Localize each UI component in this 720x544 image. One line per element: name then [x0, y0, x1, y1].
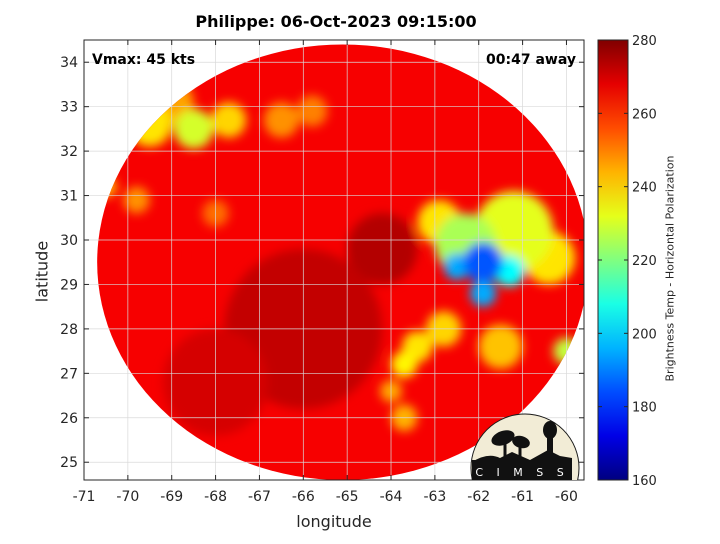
y-tick-label: 29 [60, 277, 78, 293]
logo-satellite-dish [512, 435, 530, 449]
bt-cell-clear-air [347, 213, 418, 285]
colorbar-tick-label: 180 [632, 401, 657, 416]
bt-cell-outer-band [478, 324, 523, 369]
y-tick-label: 34 [60, 55, 78, 71]
x-tick-label: -67 [248, 489, 271, 505]
x-tick-label: -60 [555, 489, 578, 505]
colorbar-tick-label: 280 [632, 34, 657, 49]
x-tick-label: -65 [336, 489, 359, 505]
feature-layer [97, 80, 580, 436]
colorbar-ticks: 160 180 200 220 240 260 280 [632, 34, 657, 489]
bt-cell-storm-core [469, 280, 497, 307]
x-tick-label: -66 [292, 489, 315, 505]
axes-frame [83, 39, 585, 481]
colorbar-tick-label: 260 [632, 107, 657, 122]
x-tick-label: -61 [511, 489, 534, 505]
x-axis-label: longitude [296, 512, 372, 531]
tick-labels: -71 -70 -69 -68 -67 -66 -65 -64 -63 -62 -61 -60 25 26… [60, 55, 578, 505]
logo-text: C I M S S [475, 466, 568, 479]
logo-tower-leg [547, 438, 553, 460]
chart-title: Philippe: 06-Oct-2023 09:15:00 [195, 12, 477, 31]
x-tick-label: -68 [204, 489, 227, 505]
y-tick-label: 28 [60, 322, 78, 338]
y-tick-label: 25 [60, 455, 78, 471]
y-tick-label: 33 [60, 100, 78, 116]
time-away-annotation: 00:47 away [486, 52, 576, 68]
swath-group [97, 44, 584, 480]
colorbar-tick-label: 220 [632, 254, 657, 269]
bt-cell-northern-band [263, 102, 299, 138]
x-tick-label: -71 [73, 489, 96, 505]
bt-cell-northern-band [296, 95, 328, 127]
y-axis-label: latitude [32, 240, 52, 303]
bt-cell-storm-core [443, 253, 470, 280]
colorbar-label: Brightness Temp - Horizontal Polarizatio… [663, 155, 677, 382]
logo-satellite-dish [491, 430, 515, 446]
logo-water-tower [543, 421, 557, 439]
y-tick-label: 30 [60, 233, 78, 249]
x-tick-label: -62 [467, 489, 490, 505]
colorbar-tick-label: 240 [632, 181, 657, 196]
y-tick-label: 31 [60, 189, 78, 205]
y-tick-label: 32 [60, 144, 78, 160]
bt-cell-outer-band [391, 351, 418, 378]
y-tick-label: 26 [60, 411, 78, 427]
x-tick-label: -63 [423, 489, 446, 505]
x-tick-label: -69 [160, 489, 183, 505]
logo-banner [472, 460, 572, 480]
bt-cell-storm-core [463, 242, 503, 283]
x-tick-label: -70 [116, 489, 139, 505]
colorbar-tick-label: 200 [632, 327, 657, 342]
bt-cell-northern-band [211, 102, 247, 138]
cimss-logo: C I M S S [470, 413, 580, 480]
bt-cell-northern-band [173, 108, 214, 149]
y-tick-label: 27 [60, 366, 78, 382]
colorbar [597, 39, 629, 481]
vmax-annotation: Vmax: 45 kts [92, 52, 196, 68]
bt-cell-northern-band [123, 186, 150, 214]
x-tick-label: -64 [380, 489, 403, 505]
colorbar-tick-label: 160 [632, 474, 657, 489]
